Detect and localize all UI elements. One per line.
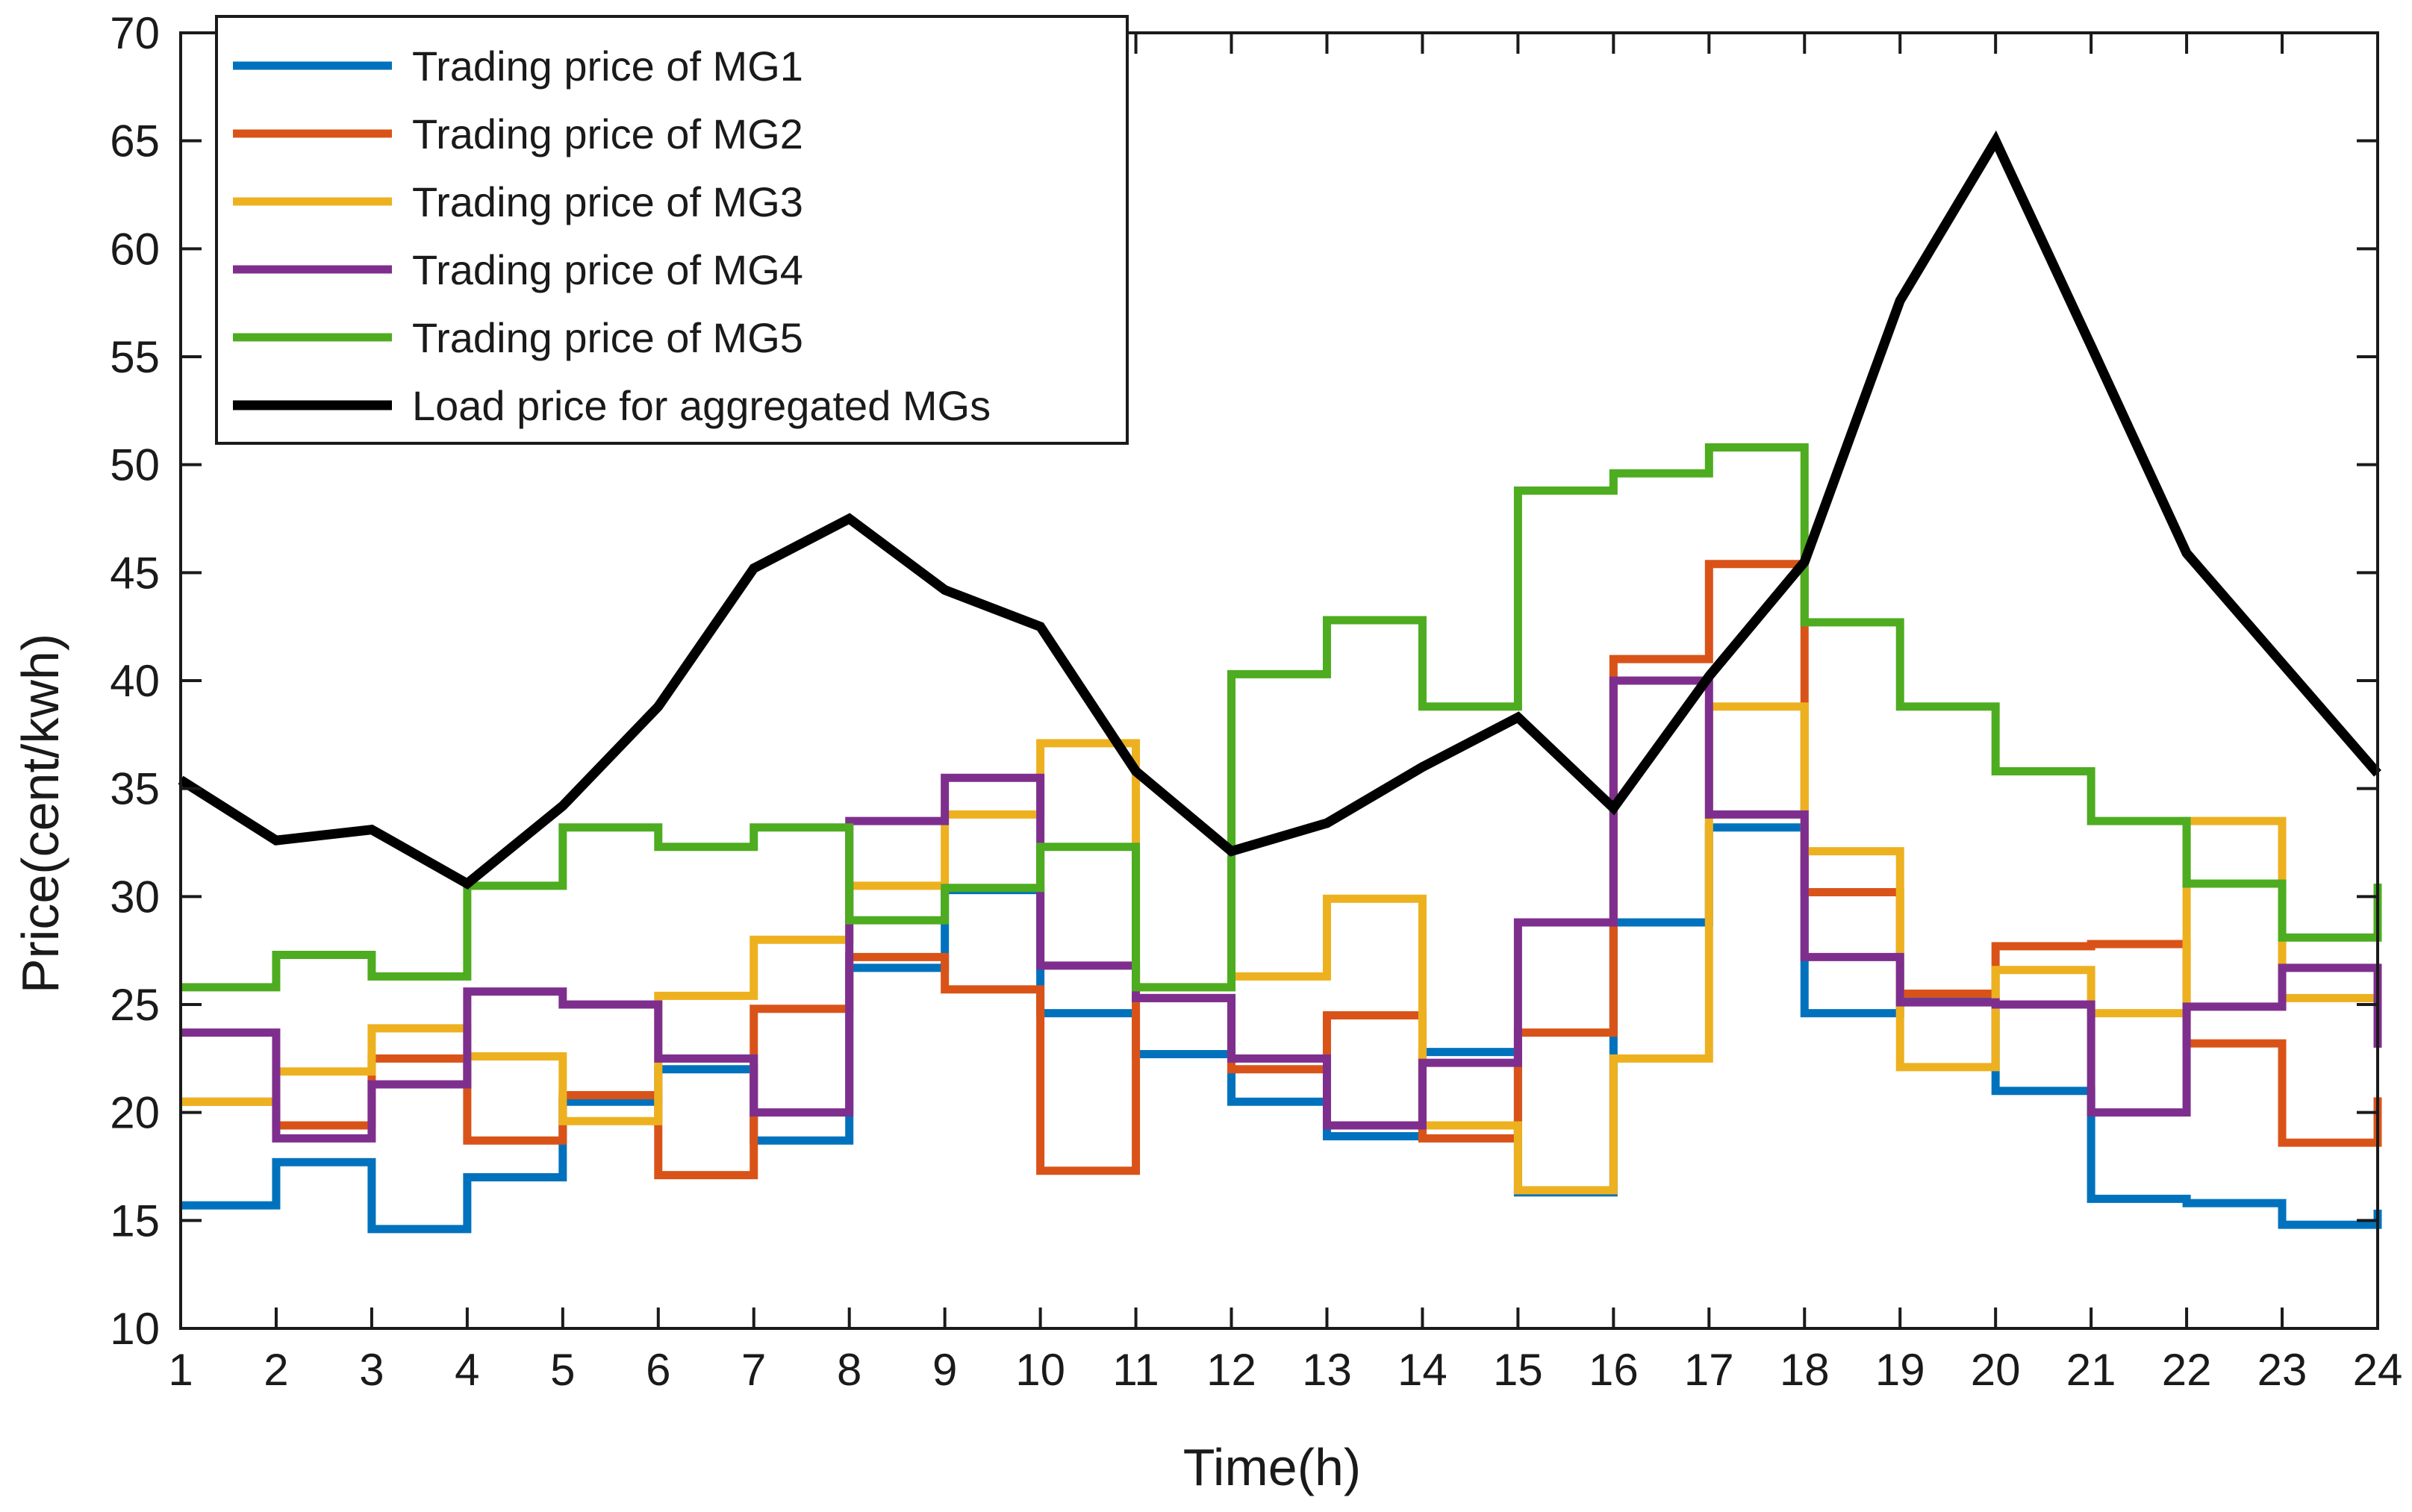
- x-tick-label: 11: [1112, 1345, 1159, 1395]
- y-tick-label: 15: [110, 1196, 160, 1246]
- legend: Trading price of MG1 Trading price of MG2…: [215, 15, 1129, 445]
- y-tick-label: 10: [110, 1304, 160, 1354]
- y-axis-title: Price(cent/kwh): [11, 634, 69, 993]
- x-axis-title: Time(h): [1183, 1438, 1362, 1496]
- x-tick-label: 17: [1684, 1345, 1734, 1395]
- tick-layer: 1 2 3 4 5 6 7 8 9 10 11 12 13 14 15 16 17 18 19 20 21 22 23 241…: [110, 8, 2402, 1395]
- x-tick-label: 2: [264, 1345, 288, 1395]
- y-tick-label: 70: [110, 8, 160, 58]
- x-tick-label: 7: [741, 1345, 766, 1395]
- x-tick-label: 16: [1589, 1345, 1639, 1395]
- y-tick-label: 60: [110, 224, 160, 274]
- x-tick-label: 4: [455, 1345, 479, 1395]
- legend-label-5: Trading price of MG5: [412, 314, 803, 361]
- legend-label-6: Load price for aggregated MGs: [412, 382, 991, 429]
- y-tick-label: 25: [110, 980, 160, 1030]
- x-tick-label: 9: [932, 1345, 957, 1395]
- y-tick-label: 50: [110, 440, 160, 490]
- x-tick-label: 19: [1875, 1345, 1925, 1395]
- y-tick-label: 45: [110, 548, 160, 598]
- x-tick-label: 6: [646, 1345, 670, 1395]
- y-tick-label: 65: [110, 116, 160, 166]
- legend-box: [215, 15, 1129, 445]
- x-tick-label: 15: [1493, 1345, 1543, 1395]
- y-tick-label: 35: [110, 764, 160, 814]
- x-tick-label: 8: [837, 1345, 861, 1395]
- series-line-5: [181, 443, 2382, 992]
- series-line-3: [181, 702, 2378, 1195]
- x-tick-label: 23: [2257, 1345, 2307, 1395]
- legend-label-1: Trading price of MG1: [412, 43, 803, 90]
- series-line-4: [181, 676, 2382, 1143]
- x-tick-label: 14: [1397, 1345, 1447, 1395]
- series-layer: [178, 130, 2382, 1234]
- y-tick-label: 20: [110, 1088, 160, 1138]
- x-tick-label: 18: [1780, 1345, 1830, 1395]
- x-tick-label: 20: [1971, 1345, 2021, 1395]
- legend-label-4: Trading price of MG4: [412, 246, 803, 293]
- x-tick-label: 10: [1015, 1345, 1065, 1395]
- legend-label-3: Trading price of MG3: [412, 178, 803, 225]
- y-tick-label: 30: [110, 872, 160, 922]
- x-tick-label: 12: [1206, 1345, 1256, 1395]
- x-tick-label: 24: [2353, 1345, 2403, 1395]
- x-tick-label: 21: [2066, 1345, 2116, 1395]
- x-tick-label: 5: [550, 1345, 575, 1395]
- series-line-6: [178, 130, 2381, 890]
- y-tick-label: 55: [110, 332, 160, 382]
- x-tick-label: 1: [168, 1345, 193, 1395]
- x-tick-label: 22: [2162, 1345, 2212, 1395]
- x-tick-label: 3: [359, 1345, 384, 1395]
- x-tick-label: 13: [1302, 1345, 1352, 1395]
- legend-label-2: Trading price of MG2: [412, 110, 803, 157]
- y-tick-label: 40: [110, 656, 160, 706]
